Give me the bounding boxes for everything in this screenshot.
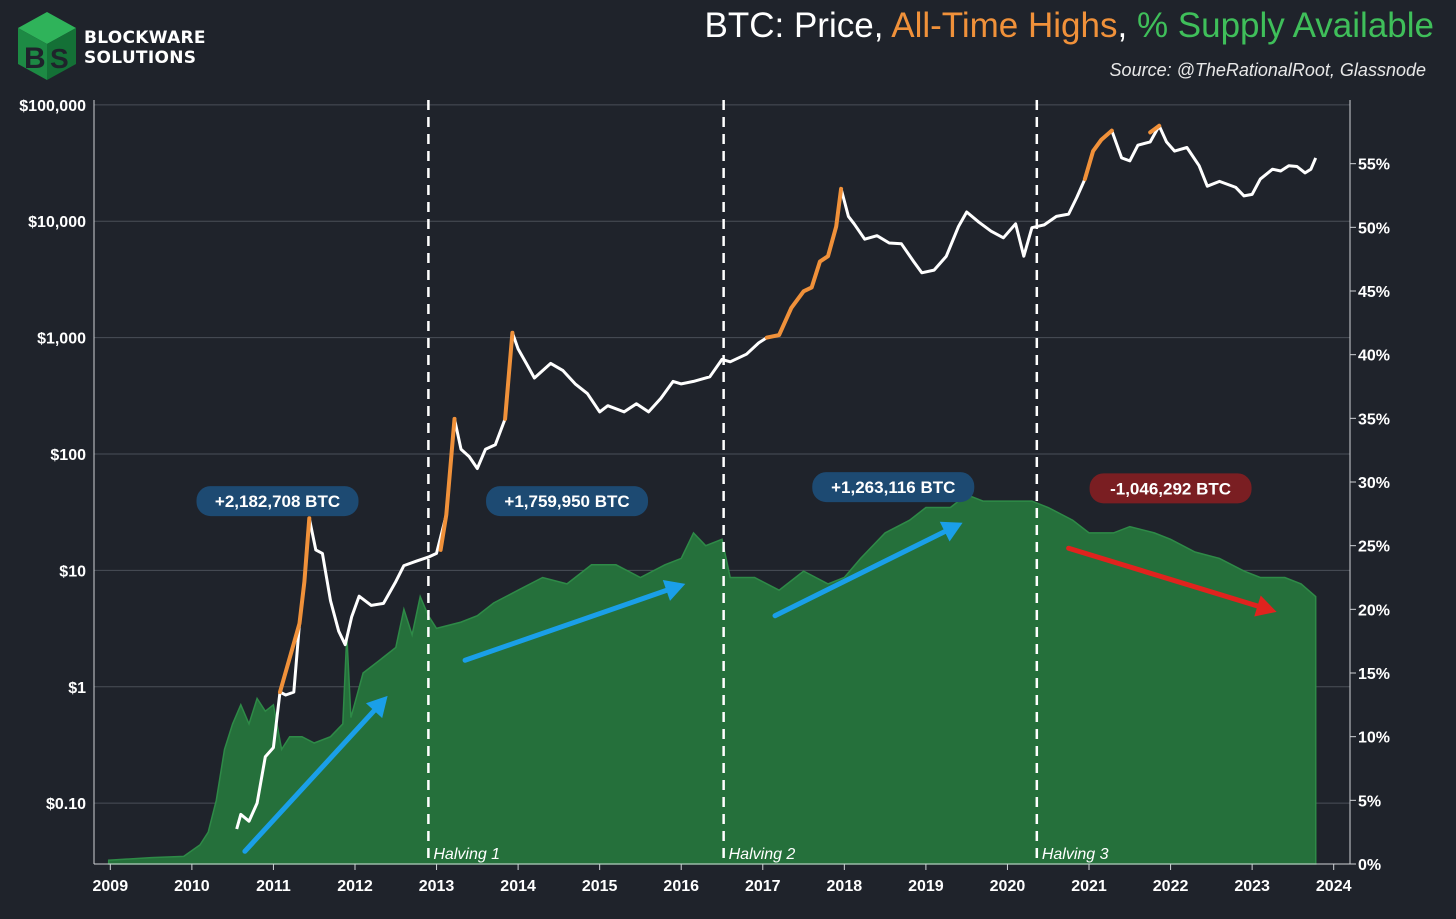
btc-change-badge — [486, 486, 649, 517]
brand-line1: BLOCKWARE — [84, 28, 206, 48]
x-tick-label: 2020 — [990, 878, 1026, 895]
y-right-tick-label: 5% — [1358, 793, 1381, 810]
trend-arrow-head — [1254, 595, 1277, 617]
halving-label: Halving 2 — [729, 846, 796, 863]
y-right-tick-label: 50% — [1358, 220, 1390, 237]
svg-text:B: B — [24, 42, 46, 75]
title-separator: , — [1117, 6, 1137, 45]
halving-label: Halving 1 — [433, 846, 500, 863]
x-tick-label: 2018 — [827, 878, 863, 895]
btc-change-label: +1,759,950 BTC — [504, 492, 629, 511]
y-right-tick-label: 40% — [1358, 348, 1390, 365]
y-right-tick-label: 15% — [1358, 666, 1390, 683]
y-left-tick-label: $100,000 — [19, 98, 86, 115]
y-left-tick-label: $10,000 — [28, 214, 86, 231]
cube-logo-icon: B S — [18, 12, 76, 80]
trend-arrow-shaft — [242, 708, 377, 854]
x-tick-label: 2021 — [1071, 878, 1107, 895]
all-time-high-segments — [278, 123, 1162, 695]
x-tick-label: 2019 — [908, 878, 944, 895]
trend-arrow-shaft — [772, 529, 948, 619]
x-tick-label: 2009 — [93, 878, 129, 895]
ath-segment — [1148, 123, 1162, 135]
btc-change-label: +2,182,708 BTC — [215, 492, 340, 511]
y-right-tick-label: 30% — [1358, 475, 1390, 492]
axes: $100,000 $10,000 $1,000 $100 $10 $1 $0.10 0% 5% 1… — [19, 98, 1390, 895]
halving-label: Halving 3 — [1042, 846, 1109, 863]
chart-title: BTC: Price, All-Time Highs, % Supply Ava… — [705, 6, 1434, 46]
btc-change-badge — [812, 472, 975, 503]
x-tick-label: 2014 — [500, 878, 536, 895]
y-right-tick-label: 25% — [1358, 539, 1390, 556]
x-tick-label: 2023 — [1234, 878, 1270, 895]
y-right-tick-label: 35% — [1358, 411, 1390, 428]
y-right-tick-label: 10% — [1358, 730, 1390, 747]
trend-arrow-shaft — [1066, 545, 1260, 609]
x-tick-label: 2015 — [582, 878, 618, 895]
trend-arrow-shaft — [462, 587, 669, 663]
ath-segment — [278, 516, 312, 695]
x-tick-label: 2016 — [663, 878, 699, 895]
title-supply: % Supply Available — [1136, 6, 1434, 45]
x-tick-label: 2013 — [419, 878, 455, 895]
y-left-tick-label: $1 — [68, 680, 86, 697]
title-price: BTC: Price, — [704, 6, 892, 45]
trend-arrows — [242, 521, 1277, 854]
y-right-tick-label: 0% — [1358, 857, 1381, 874]
x-tick-label: 2022 — [1153, 878, 1189, 895]
brand-logo: B S BLOCKWARE SOLUTIONS — [14, 10, 206, 85]
y-left-tick-label: $100 — [50, 447, 86, 464]
x-tick-label: 2011 — [256, 878, 291, 895]
btc-change-badge — [1089, 473, 1252, 504]
brand-name: BLOCKWARE SOLUTIONS — [84, 28, 206, 68]
ath-segment — [438, 416, 457, 552]
supply-available-area — [107, 493, 1317, 865]
btc-change-label: +1,263,116 BTC — [831, 478, 955, 497]
ath-segment — [764, 186, 844, 340]
btc-change-badge — [196, 486, 359, 517]
x-tick-label: 2012 — [337, 878, 373, 895]
ath-segment — [503, 330, 515, 421]
trend-arrow-head — [662, 580, 686, 601]
trend-arrow-head — [939, 521, 963, 542]
y-left-tick-label: $0.10 — [46, 796, 86, 813]
chart-source: Source: @TheRationalRoot, Glassnode — [1109, 60, 1426, 80]
ath-segment — [1082, 128, 1114, 182]
btc-change-badges: +2,182,708 BTC +1,759,950 BTC +1,263,116 B… — [196, 472, 1252, 517]
brand-line2: SOLUTIONS — [84, 48, 197, 68]
y-right-tick-label: 55% — [1358, 157, 1390, 174]
trend-arrow-head — [365, 695, 388, 719]
y-left-tick-label: $10 — [59, 563, 86, 580]
y-right-tick-label: 45% — [1358, 284, 1390, 301]
x-tick-label: 2017 — [745, 878, 781, 895]
btc-change-label: -1,046,292 BTC — [1110, 479, 1231, 498]
y-left-tick-label: $1,000 — [37, 331, 86, 348]
x-tick-label: 2010 — [174, 878, 210, 895]
y-right-tick-label: 20% — [1358, 602, 1390, 619]
svg-text:S: S — [50, 43, 69, 74]
title-ath: All-Time Highs — [891, 6, 1118, 45]
x-tick-label: 2024 — [1316, 878, 1352, 895]
